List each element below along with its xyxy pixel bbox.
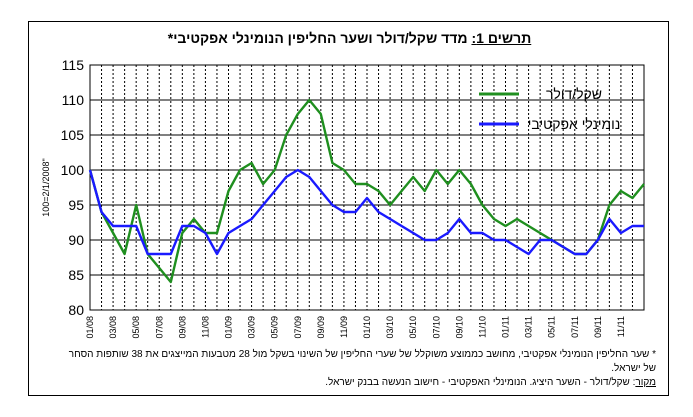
x-tick-label: 03/10 xyxy=(385,316,395,339)
x-tick-label: 09/11 xyxy=(593,316,603,338)
x-tick-label: 01/11 xyxy=(501,316,511,338)
y-tick-label: 110 xyxy=(62,92,85,108)
x-tick-label: 05/08 xyxy=(131,316,141,339)
y-tick-label: 80 xyxy=(68,302,84,318)
x-tick-label: 09/10 xyxy=(454,316,464,339)
x-tick-label: 01/10 xyxy=(362,316,372,339)
chart-title: תרשים 1: מדד שקל/דולר ושער החליפין הנומי… xyxy=(29,30,670,46)
x-tick-label: 03/08 xyxy=(108,316,118,339)
series-lines xyxy=(88,98,645,284)
source-text: : שקל/דולר - השער היציג. הנומינלי האפקטי… xyxy=(325,377,636,388)
legend-label-1: נומינלי אפקטיבי xyxy=(528,116,621,132)
y-tick-label: 100 xyxy=(61,162,85,178)
x-tick-label: 01/08 xyxy=(85,316,95,339)
chart-frame: תרשים 1: מדד שקל/דולר ושער החליפין הנומי… xyxy=(28,21,669,396)
y-tick-label: 90 xyxy=(68,232,84,248)
source-label: מקור xyxy=(635,377,656,388)
x-tick-label: 07/10 xyxy=(431,316,441,339)
chart-title-label: תרשים 1: xyxy=(471,30,532,46)
x-tick-label: 03/09 xyxy=(247,316,257,339)
plot-border xyxy=(89,64,645,311)
chart-title-text: מדד שקל/דולר ושער החליפין הנומינלי אפקטי… xyxy=(167,30,468,46)
x-tick-label: 11/11 xyxy=(616,316,626,337)
x-tick-label: 03/11 xyxy=(524,316,534,338)
x-tick-label: 05/10 xyxy=(408,316,418,339)
series-line-1 xyxy=(88,168,644,256)
y-tick-label: 115 xyxy=(62,57,85,73)
source-line: מקור: שקל/דולר - השער היציג. הנומינלי הא… xyxy=(56,376,656,390)
axes: 80 85 90 95 100 105 110 115 01/08 03/08 05/08 07/08… xyxy=(41,57,645,339)
x-tick-label: 07/11 xyxy=(570,316,580,338)
x-tick-label: 09/09 xyxy=(316,316,326,339)
footnote-text: * שער החליפין הנומינלי אפקטיבי, מחושב כמ… xyxy=(68,349,656,374)
x-tick-label: 05/11 xyxy=(547,316,557,338)
x-tick-label: 07/09 xyxy=(293,316,303,339)
x-tick-label: 05/09 xyxy=(270,316,280,339)
y-tick-label: 85 xyxy=(68,267,84,283)
y-tick-label: 95 xyxy=(68,197,84,213)
x-tick-label: 11/09 xyxy=(339,316,349,338)
y-axis-label: 100=2/1/2008" xyxy=(41,158,51,217)
line-chart: 80 85 90 95 100 105 110 115 01/08 03/08 05/08 07/08… xyxy=(41,57,645,339)
x-tick-label: 11/08 xyxy=(200,316,210,338)
footnotes: * שער החליפין הנומינלי אפקטיבי, מחושב כמ… xyxy=(56,348,656,390)
x-tick-label: 11/10 xyxy=(477,316,487,338)
x-tick-label: 09/08 xyxy=(177,316,187,339)
x-tick-label: 07/08 xyxy=(154,316,164,339)
y-tick-label: 105 xyxy=(61,127,85,143)
legend-label-0: שקל/דולר xyxy=(546,86,602,102)
legend: שקל/דולר נומינלי אפקטיבי xyxy=(479,86,620,132)
x-tick-label: 01/09 xyxy=(224,316,234,339)
